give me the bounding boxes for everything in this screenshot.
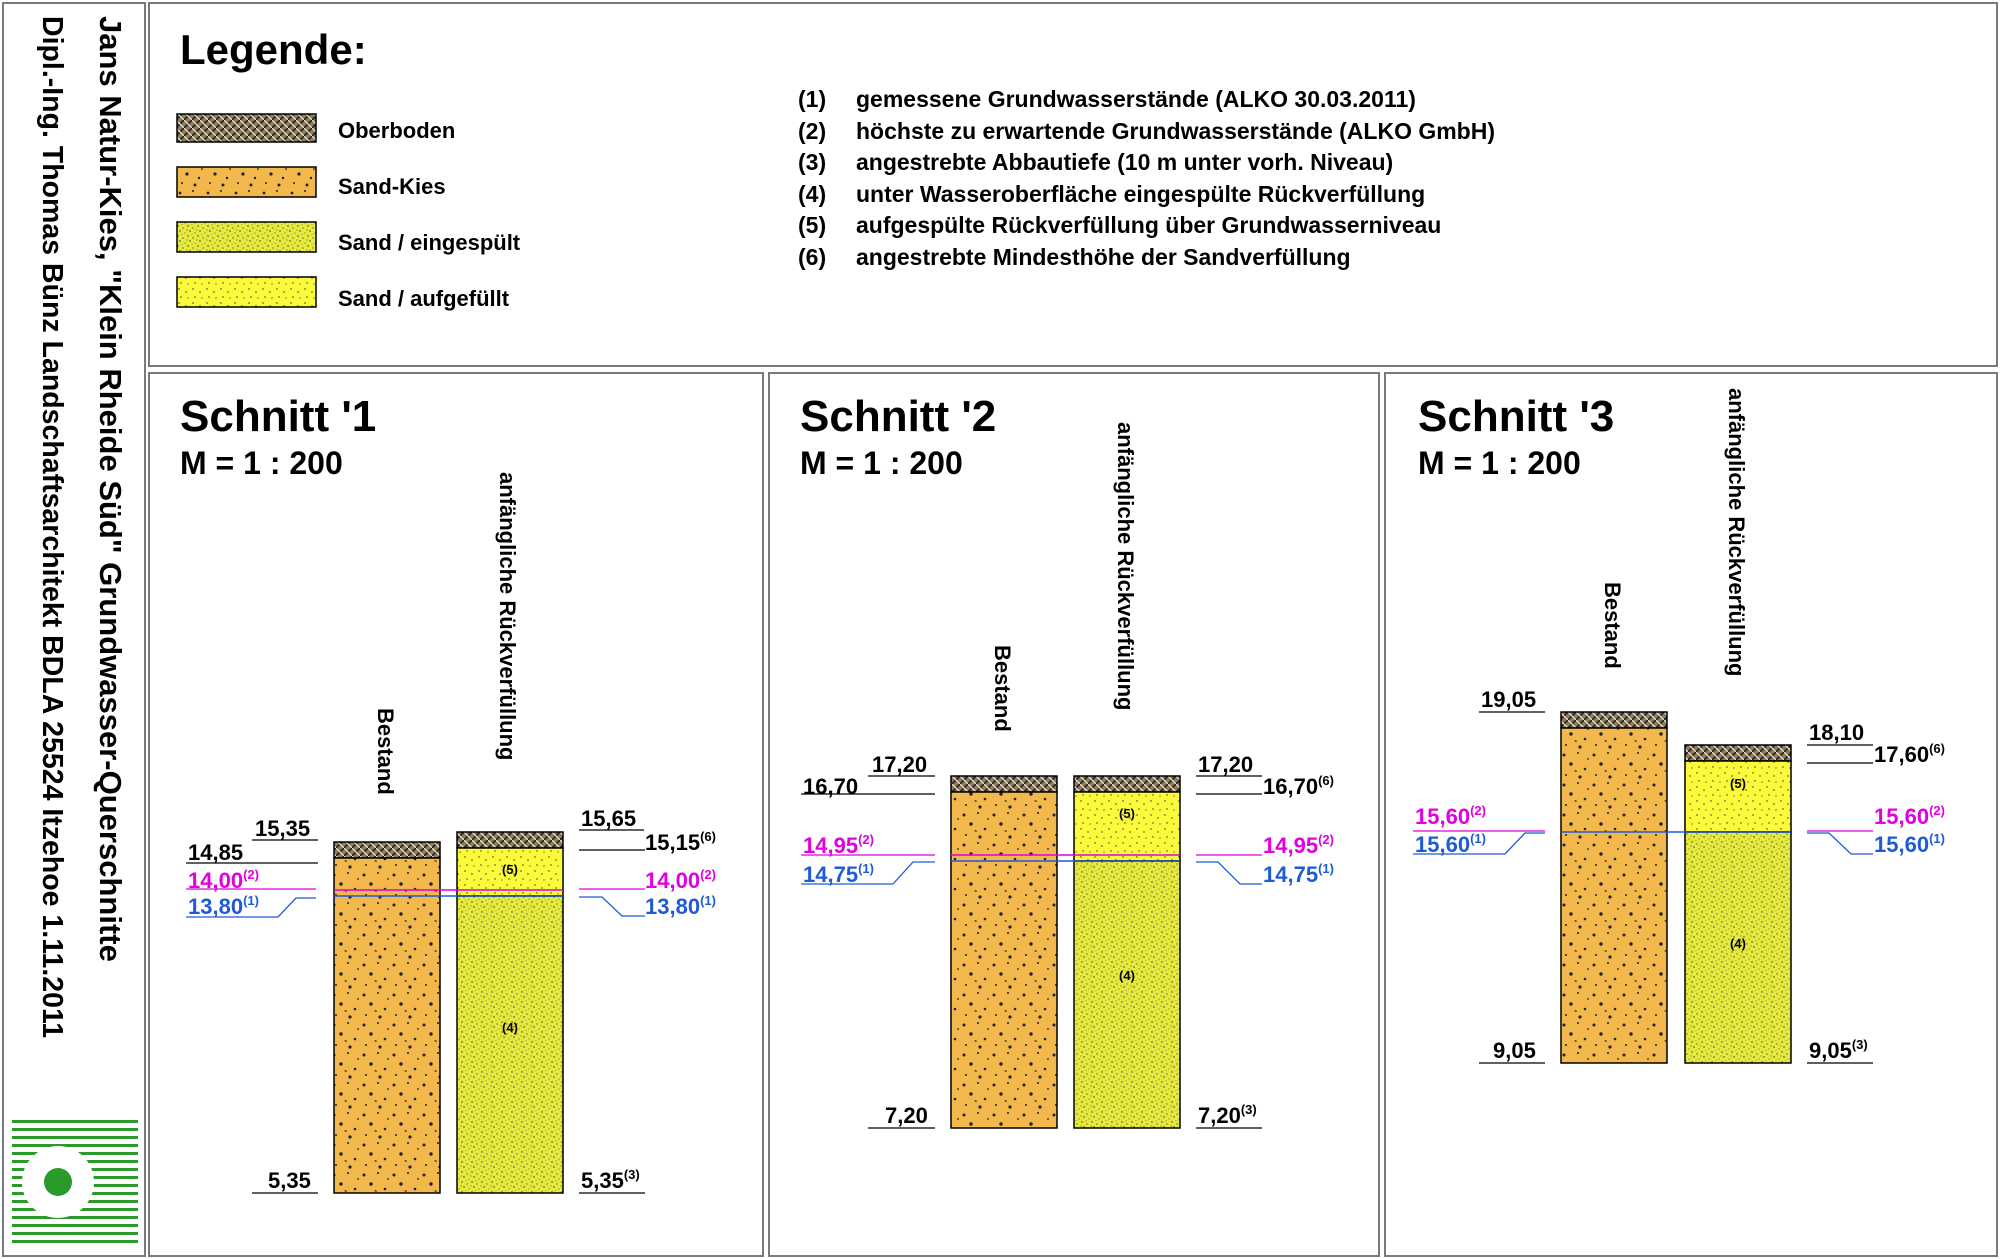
section-scale-2: M = 1 : 200 (800, 445, 963, 481)
section-title-3: Schnitt '3 (1418, 392, 1615, 441)
legend-note: (2) höchste zu erwartende Grundwasserstän… (798, 117, 1496, 144)
author-line: Dipl.-Ing. Thomas Bünz Landschaftsarchit… (36, 16, 68, 1039)
section-scale-3: M = 1 : 200 (1418, 445, 1581, 481)
legend-swatches (176, 113, 317, 308)
legend-note: (3) angestrebte Abbautiefe (10 m unter vo… (798, 149, 1394, 175)
drawing-title: Jans Natur-Kies, "Klein Rheide Süd" Grun… (93, 16, 128, 962)
section-panel-3 (1384, 372, 1998, 1257)
section-title-2: Schnitt '2 (800, 392, 997, 441)
legend-note: (6) angestrebte Mindesthöhe der Sandverfü… (798, 243, 1351, 270)
office-logo (12, 1120, 138, 1243)
legend-label-sand-kies: Sand-Kies (338, 174, 446, 199)
legend-title: Legende: (180, 26, 367, 73)
section-scale-1: M = 1 : 200 (180, 445, 343, 481)
legend-label-sand-aufgefuellt: Sand / aufgefüllt (338, 286, 510, 311)
legend-note: (1) gemessene Grundwasserstände (ALKO 30.… (798, 86, 1416, 112)
legend-note: (4) unter Wasseroberfläche eingespülte Rü… (798, 180, 1426, 207)
legend-label-oberboden: Oberboden (338, 118, 456, 143)
section-title-1: Schnitt '1 (180, 392, 377, 441)
section-panel-2 (768, 372, 1380, 1257)
legend-frame: Legende: (148, 2, 1998, 367)
swatch-sand-aufgefuellt (176, 276, 317, 308)
legend-label-sand-eingespuelt: Sand / eingespült (338, 230, 521, 255)
swatch-sand-kies (176, 166, 317, 198)
section-panel-1 (148, 372, 764, 1257)
legend-note: (5) aufgespülte Rückverfüllung über Grund… (798, 212, 1442, 238)
swatch-oberboden (176, 113, 317, 143)
swatch-sand-eingespuelt (176, 221, 317, 253)
legend-notes: (1) gemessene Grundwasserstände (ALKO 30.… (798, 84, 1495, 273)
sidebar-frame: Jans Natur-Kies, "Klein Rheide Süd" Grun… (2, 2, 146, 1257)
